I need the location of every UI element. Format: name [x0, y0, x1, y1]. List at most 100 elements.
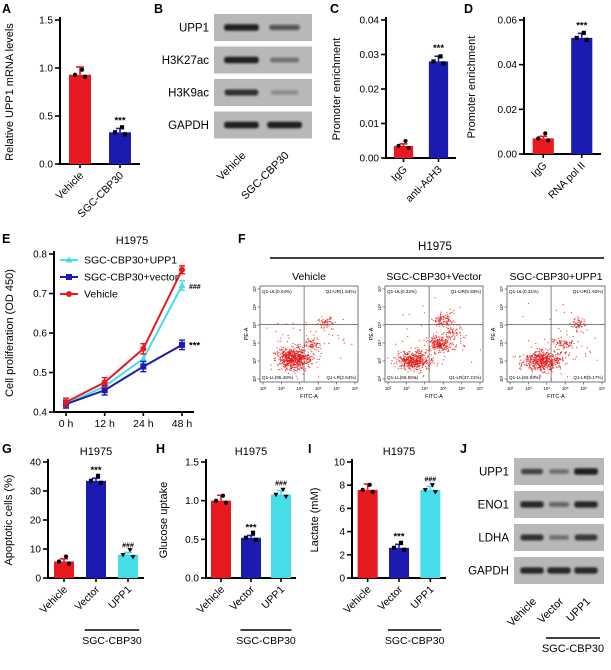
svg-text:0 h: 0 h: [59, 418, 74, 430]
panel-a: A 0.0 0.5 1.0 1.5 Relative UPP1 mRNA levels V…: [0, 0, 152, 230]
svg-text:UPP1: UPP1: [259, 584, 287, 612]
svg-text:***: ***: [576, 20, 587, 31]
panel-e-line-chart: 0.4 0.5 0.6 0.7 0.8 Cell proliferation (OD 45…: [0, 230, 230, 440]
svg-text:0.4: 0.4: [33, 408, 47, 419]
svg-text:Q1-LR(5.17%): Q1-LR(5.17%): [573, 375, 603, 380]
svg-text:0.06: 0.06: [498, 16, 518, 27]
svg-text:H1975: H1975: [383, 446, 415, 458]
svg-text:0.7: 0.7: [33, 289, 47, 300]
western-blot-svg: UPP1ENO1LDHAGAPDHVehicleVectorUPP1SGC-CB…: [468, 458, 604, 655]
svg-text:###: ###: [275, 481, 287, 488]
svg-text:10³: 10³: [403, 386, 410, 391]
svg-text:Vehicle: Vehicle: [195, 584, 228, 617]
svg-text:10⁶: 10⁶: [333, 386, 340, 391]
svg-text:10⁷: 10⁷: [499, 285, 504, 292]
svg-text:0.04: 0.04: [360, 16, 380, 27]
svg-text:0.01: 0.01: [360, 119, 380, 130]
svg-text:1.5: 1.5: [39, 16, 53, 27]
svg-text:10⁶: 10⁶: [458, 386, 465, 391]
svg-text:10⁷: 10⁷: [252, 285, 257, 292]
panel-d: D 0.00 0.02 0.04 0.06 Promoter enrichment IgG…: [462, 0, 611, 230]
svg-text:1.0: 1.0: [39, 64, 53, 75]
bar-chart-svg: 0.0 0.5 1.0 1.5 Glucose uptake H1975 Vehicle **…: [158, 446, 296, 647]
svg-text:40: 40: [30, 458, 42, 469]
panel-c: C 0.00 0.01 0.02 0.03 0.04 Promoter enrichmen…: [328, 0, 462, 230]
panel-j-western-blot: UPP1 ENO1 LDHA GAPDH Vehicle Vector UPP1 SGC-CB…: [458, 440, 611, 670]
svg-text:###: ###: [122, 542, 134, 549]
flow-cytometry-svg: H1975 Vehicle Q1-UL(0.04%) Q1-UR(1.54%) Q1-L…: [244, 241, 606, 400]
svg-text:0.5: 0.5: [185, 535, 199, 546]
svg-text:Apoptotic cells (%): Apoptotic cells (%): [3, 474, 15, 565]
svg-text:Cell proliferation (OD 450): Cell proliferation (OD 450): [4, 269, 16, 397]
svg-text:6: 6: [339, 504, 345, 515]
svg-text:10²: 10²: [499, 375, 504, 382]
svg-text:Vector: Vector: [536, 595, 567, 626]
svg-text:Relative UPP1 mRNA levels: Relative UPP1 mRNA levels: [4, 23, 16, 161]
svg-text:0.0: 0.0: [185, 574, 199, 585]
svg-text:10³: 10³: [499, 357, 504, 364]
panel-f-letter: F: [238, 232, 246, 246]
svg-text:UPP1: UPP1: [409, 584, 437, 612]
svg-text:***: ***: [393, 531, 404, 542]
svg-text:Vehicle: Vehicle: [38, 584, 71, 617]
svg-text:H1975: H1975: [418, 241, 452, 253]
svg-text:10³: 10³: [278, 386, 285, 391]
svg-text:10⁵: 10⁵: [315, 386, 322, 391]
svg-text:0: 0: [35, 574, 41, 585]
svg-text:FITC-A: FITC-A: [425, 394, 443, 400]
svg-text:10⁶: 10⁶: [252, 303, 257, 310]
svg-text:10⁴: 10⁴: [543, 386, 550, 391]
svg-text:IgG: IgG: [529, 160, 549, 180]
bar-chart-svg: 0.00 0.01 0.02 0.03 0.04 Promoter enrichment I…: [331, 16, 456, 205]
bar-chart-svg: 0.00 0.02 0.04 0.06 Promoter enrichment IgG **…: [466, 16, 601, 202]
svg-text:1.5: 1.5: [185, 458, 199, 469]
svg-text:FITC-A: FITC-A: [300, 394, 318, 400]
svg-text:20: 20: [30, 516, 42, 527]
svg-text:SGC-CBP30: SGC-CBP30: [542, 643, 604, 655]
svg-text:SGC-CBP30: SGC-CBP30: [385, 635, 445, 647]
svg-text:10⁶: 10⁶: [580, 386, 587, 391]
svg-text:0.00: 0.00: [498, 150, 518, 161]
svg-text:H3K27ac: H3K27ac: [162, 55, 210, 67]
panel-b-western-blot: UPP1 H3K27ac H3K9ac GAPDH Vehicle SGC-CBP30: [152, 0, 328, 230]
svg-text:Promoter enrichment: Promoter enrichment: [466, 36, 478, 139]
svg-text:4: 4: [339, 527, 345, 538]
svg-text:Q1-LL(95.48%): Q1-LL(95.48%): [262, 375, 294, 380]
svg-text:***: ***: [114, 115, 125, 126]
svg-text:GAPDH: GAPDH: [468, 566, 509, 578]
svg-text:***: ***: [245, 522, 256, 533]
svg-text:10⁴: 10⁴: [252, 340, 257, 347]
panel-h-bar-chart: 0.0 0.5 1.0 1.5 Glucose uptake H1975 Vehicle **…: [154, 440, 306, 670]
svg-text:0.03: 0.03: [360, 50, 380, 61]
svg-text:UPP1: UPP1: [479, 467, 509, 479]
panel-j: J UPP1 ENO1 LDHA GAPDH Vehicle Vector UPP1 SGC-…: [458, 440, 611, 670]
svg-text:Q1-UL(0.32%): Q1-UL(0.32%): [387, 289, 417, 294]
svg-text:###: ###: [424, 476, 436, 483]
svg-text:10⁷: 10⁷: [477, 386, 484, 391]
svg-text:SGC-CBP30+UPP1: SGC-CBP30+UPP1: [509, 271, 602, 283]
svg-text:0.5: 0.5: [39, 112, 53, 123]
svg-text:###: ###: [189, 284, 201, 291]
svg-text:0.04: 0.04: [498, 60, 518, 71]
panel-f: F H1975 Vehicle Q1-UL(0.04%) Q1-UR(1.54%) Q1…: [230, 230, 611, 440]
svg-text:10⁶: 10⁶: [499, 303, 504, 310]
svg-text:0: 0: [339, 574, 345, 585]
bar-chart-svg: 0 2 4 6 8 10 Lactate (mM) H1975 Vehicle *** Vector…: [309, 446, 446, 647]
panel-h-letter: H: [156, 442, 166, 456]
svg-text:0.8: 0.8: [33, 250, 47, 261]
bar-chart-svg: 0 10 20 30 40 Apoptotic cells (%) H1975 Vehicle…: [3, 446, 144, 647]
panel-j-letter: J: [460, 442, 467, 456]
svg-text:H1975: H1975: [80, 446, 112, 458]
svg-text:GAPDH: GAPDH: [168, 120, 209, 132]
svg-text:Q1-UL(0.31%): Q1-UL(0.31%): [509, 289, 539, 294]
panel-e-letter: E: [2, 232, 11, 246]
svg-text:48 h: 48 h: [172, 418, 193, 430]
svg-text:Vehicle: Vehicle: [84, 289, 118, 301]
svg-text:10⁵: 10⁵: [499, 321, 504, 328]
svg-text:PE-A: PE-A: [491, 327, 497, 340]
svg-text:0.5: 0.5: [33, 368, 47, 379]
svg-text:10⁵: 10⁵: [252, 321, 257, 328]
panel-i-letter: I: [308, 442, 312, 456]
svg-text:RNA pol II: RNA pol II: [546, 160, 588, 202]
